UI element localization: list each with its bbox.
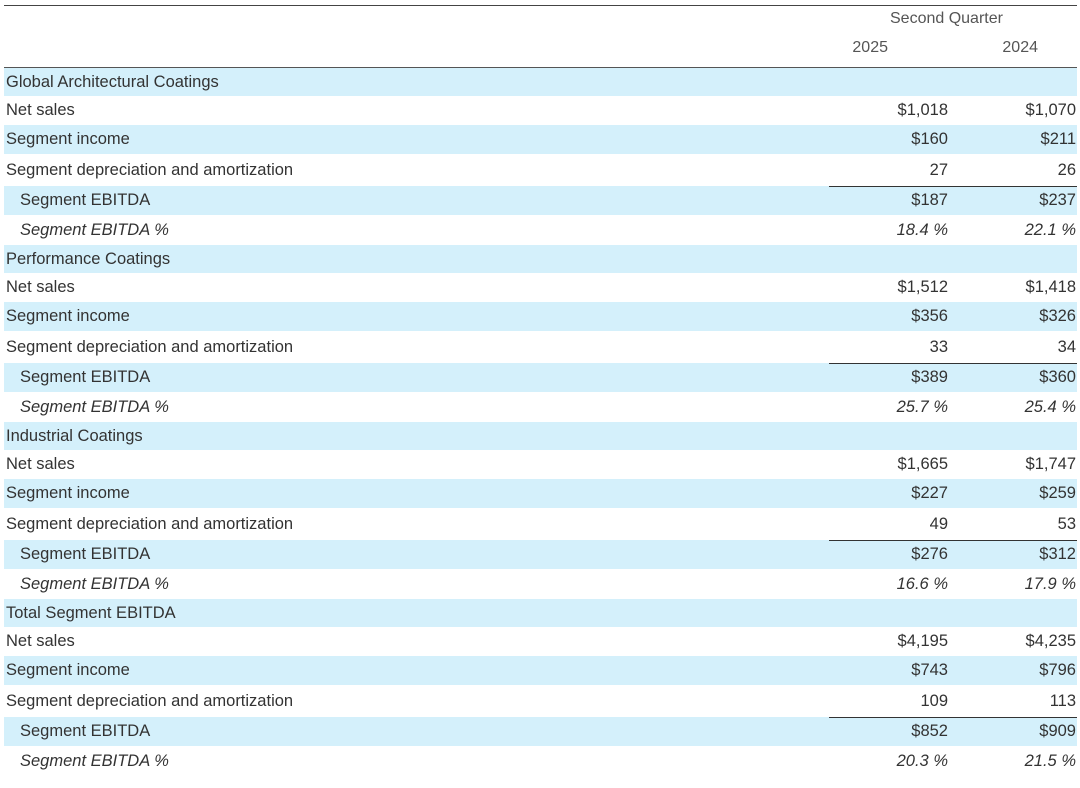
value-2025: $356 [911,307,948,325]
value-2025: $1,018 [897,101,948,119]
row-label: Net sales [6,101,75,119]
table-row: Net sales $4,195 $4,235 [4,627,1077,656]
value-2024: 25.4 % [1024,397,1076,416]
value-2025: $4,195 [897,632,948,650]
value-2024: $211 [1040,130,1076,148]
row-label: Segment depreciation and amortization [6,691,294,710]
subtotal-rule [829,717,1077,718]
value-2024: 26 [1057,160,1076,179]
year-header-2024: 2024 [1002,39,1038,56]
row-label: Net sales [6,278,75,296]
row-label: Segment EBITDA % [20,574,169,593]
table-row: Segment depreciation and amortization 33… [4,331,1077,363]
year-header-2025: 2025 [852,39,888,56]
row-label: Segment EBITDA % [20,751,169,770]
value-2025: 16.6 % [896,574,948,593]
value-2024: $312 [1039,545,1076,563]
row-label: Net sales [6,632,75,650]
row-label: Segment depreciation and amortization [6,337,294,356]
table-row: Net sales $1,018 $1,070 [4,96,1077,125]
subtotal-rule [829,540,1077,541]
value-2025: $743 [911,661,948,679]
subtotal-row: Segment EBITDA $389 $360 [4,363,1077,392]
value-2024: $796 [1039,661,1076,679]
value-2024: $1,747 [1025,455,1076,473]
table-row: Segment income $160 $211 [4,125,1077,154]
row-label: Segment EBITDA % [20,220,169,239]
value-2025: $1,512 [897,278,948,296]
row-label: Segment EBITDA [20,722,151,740]
table-row: Segment depreciation and amortization 49… [4,508,1077,540]
value-2024: 34 [1057,337,1076,356]
table-row: Segment income $743 $796 [4,656,1077,685]
table-row: Net sales $1,512 $1,418 [4,273,1077,302]
top-rule [4,5,1077,6]
value-2025: 20.3 % [896,751,948,770]
value-2024: $909 [1039,722,1076,740]
value-2025: $389 [911,368,948,386]
row-label: Segment EBITDA [20,545,151,563]
value-2024: $326 [1039,307,1076,325]
row-label: Segment income [6,307,130,325]
row-label: Segment EBITDA [20,368,151,386]
header-rule [4,67,1077,68]
value-2025: 18.4 % [896,220,948,239]
table-row: Segment depreciation and amortization 10… [4,685,1077,717]
segment-header-row: Global Architectural Coatings [4,68,1077,96]
subtotal-row: Segment EBITDA $187 $237 [4,186,1077,215]
value-2025: $187 [911,191,948,209]
value-2025: $276 [911,545,948,563]
table-row: Segment income $356 $326 [4,302,1077,331]
segment-header-row: Total Segment EBITDA [4,599,1077,627]
percent-row: Segment EBITDA % 25.7 % 25.4 % [4,392,1077,422]
subtotal-row: Segment EBITDA $276 $312 [4,540,1077,569]
row-label: Segment depreciation and amortization [6,160,294,179]
segment-name: Industrial Coatings [6,426,143,445]
value-2024: 53 [1057,514,1076,533]
value-2024: $4,235 [1025,632,1076,650]
row-label: Segment income [6,484,130,502]
value-2025: 109 [920,691,948,710]
row-label: Net sales [6,455,75,473]
row-label: Segment income [6,130,130,148]
value-2024: 17.9 % [1024,574,1076,593]
value-2025: $160 [911,130,948,148]
row-label: Segment depreciation and amortization [6,514,294,533]
row-label: Segment EBITDA [20,191,151,209]
segment-name: Global Architectural Coatings [6,72,219,91]
value-2024: $237 [1039,191,1076,209]
segment-name: Performance Coatings [6,249,171,268]
value-2024: 22.1 % [1024,220,1076,239]
table-row: Segment income $227 $259 [4,479,1077,508]
value-2024: $360 [1039,368,1076,386]
percent-row: Segment EBITDA % 16.6 % 17.9 % [4,569,1077,599]
table-row: Net sales $1,665 $1,747 [4,450,1077,479]
subtotal-rule [829,363,1077,364]
subtotal-rule [829,186,1077,187]
value-2025: 33 [929,337,948,356]
segment-name: Total Segment EBITDA [6,603,176,622]
period-header: Second Quarter [890,10,1003,27]
table-row: Segment depreciation and amortization 27… [4,154,1077,186]
row-label: Segment income [6,661,130,679]
value-2024: $259 [1039,484,1076,502]
value-2024: $1,070 [1025,101,1076,119]
value-2025: 49 [929,514,948,533]
percent-row: Segment EBITDA % 20.3 % 21.5 % [4,746,1077,776]
value-2025: $1,665 [897,455,948,473]
segment-header-row: Industrial Coatings [4,422,1077,450]
percent-row: Segment EBITDA % 18.4 % 22.1 % [4,215,1077,245]
row-label: Segment EBITDA % [20,397,169,416]
segment-header-row: Performance Coatings [4,245,1077,273]
value-2024: 21.5 % [1024,751,1076,770]
subtotal-row: Segment EBITDA $852 $909 [4,717,1077,746]
value-2025: 27 [929,160,948,179]
value-2024: 113 [1049,691,1076,710]
segment-table: Global Architectural Coatings Net sales … [4,68,1077,776]
value-2025: $227 [911,484,948,502]
value-2025: $852 [911,722,948,740]
value-2025: 25.7 % [896,397,948,416]
value-2024: $1,418 [1025,278,1076,296]
